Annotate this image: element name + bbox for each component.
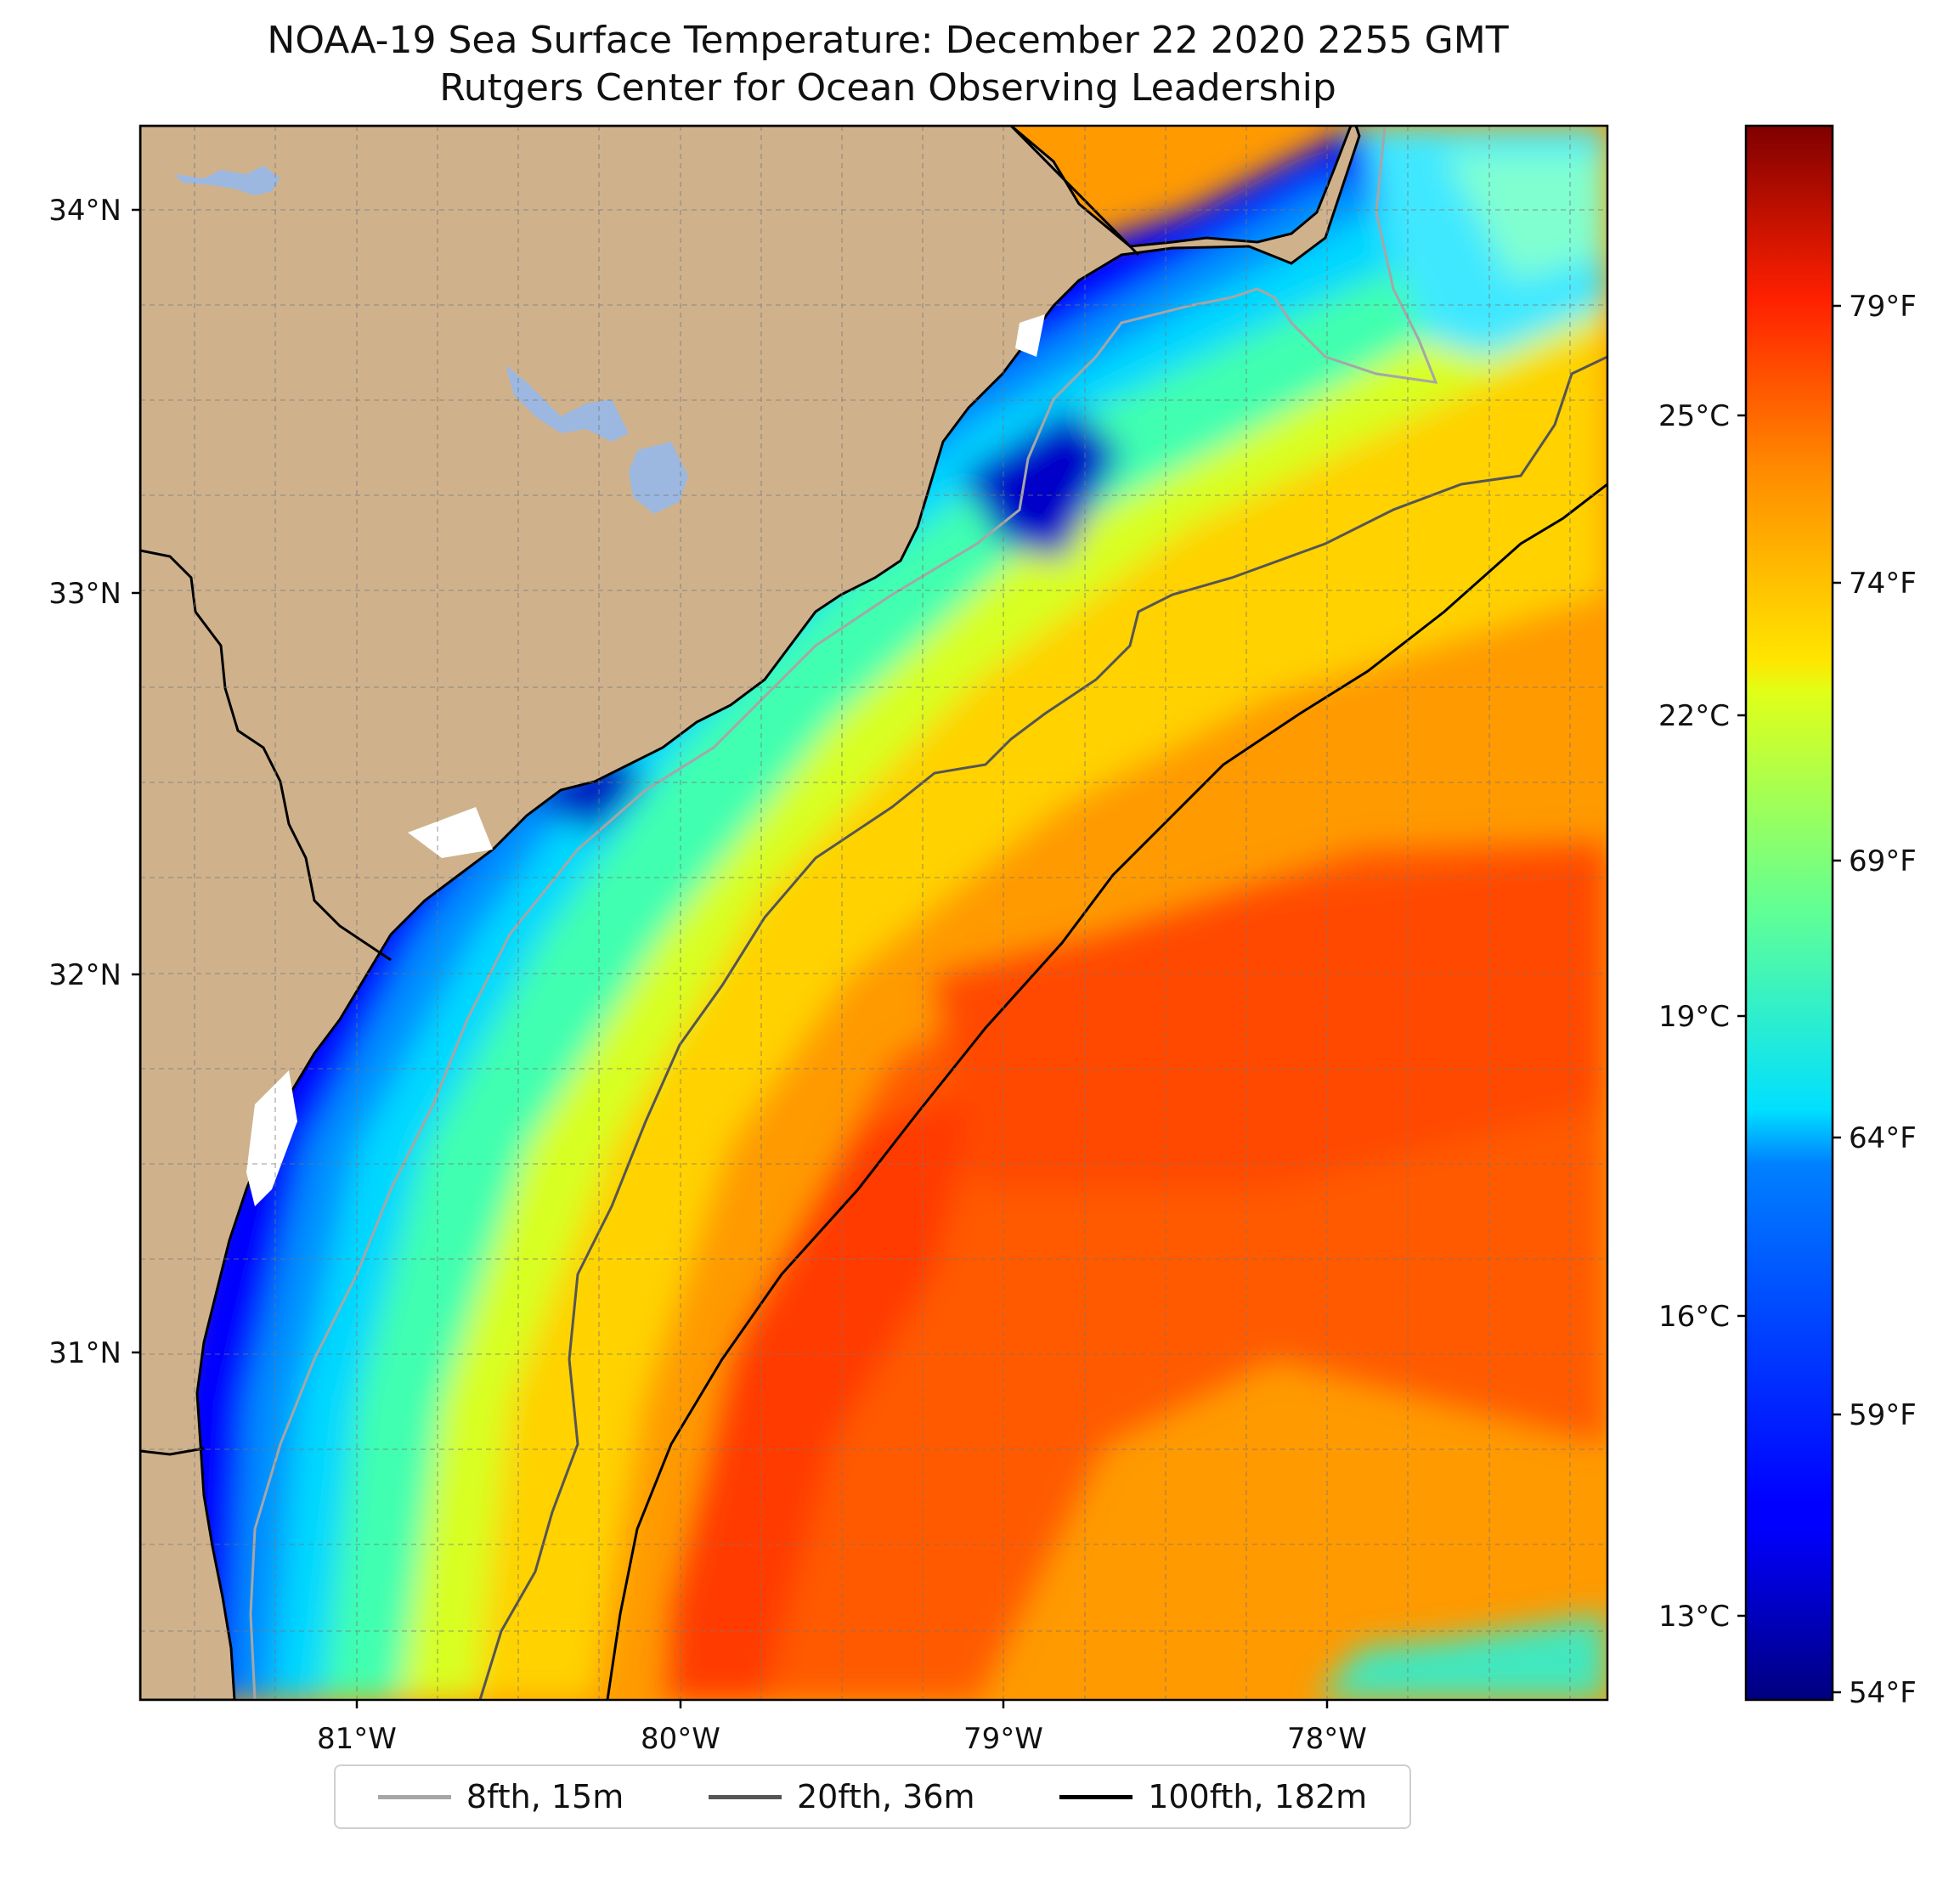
contour-8fth <box>249 126 1438 1700</box>
lon-label-80: 80°W <box>641 1722 720 1756</box>
cbar-c-19: 19°C <box>1658 1000 1730 1034</box>
cbar-c-25: 25°C <box>1658 399 1730 433</box>
cbar-f-54: 54°F <box>1849 1676 1917 1710</box>
legend-label-20fth: 20fth, 36m <box>796 1778 975 1815</box>
legend-item-20fth: 20fth, 36m <box>708 1778 975 1815</box>
colorbar <box>1744 124 1834 1702</box>
graticule <box>140 126 1607 1700</box>
contour-100fth <box>606 483 1607 1700</box>
lat-label-34: 34°N <box>48 194 121 228</box>
lat-label-33: 33°N <box>48 577 121 611</box>
lon-label-79: 79°W <box>963 1722 1043 1756</box>
lat-label-31: 31°N <box>48 1336 121 1370</box>
cbar-f-69: 69°F <box>1849 844 1917 878</box>
lat-label-32: 32°N <box>48 958 121 992</box>
land <box>140 126 1361 1700</box>
cbar-f-59: 59°F <box>1849 1398 1917 1432</box>
contour-20fth <box>478 355 1607 1700</box>
legend-item-100fth: 100fth, 182m <box>1059 1778 1367 1815</box>
figure-subtitle: Rutgers Center for Ocean Observing Leade… <box>439 66 1336 110</box>
cbar-c-13: 13°C <box>1658 1600 1730 1634</box>
lake-moultrie <box>629 442 688 514</box>
lon-label-81: 81°W <box>317 1722 397 1756</box>
cbar-f-79: 79°F <box>1849 290 1917 324</box>
lon-label-78: 78°W <box>1287 1722 1367 1756</box>
lake-marion <box>506 365 629 442</box>
legend-swatch-100fth <box>1059 1794 1133 1799</box>
cbar-c-22: 22°C <box>1658 699 1730 733</box>
cbar-f-74: 74°F <box>1849 567 1917 601</box>
legend-swatch-8fth <box>377 1794 451 1799</box>
cbar-c-16: 16°C <box>1658 1300 1730 1334</box>
cbar-f-64: 64°F <box>1849 1121 1917 1155</box>
figure-title: NOAA-19 Sea Surface Temperature: Decembe… <box>267 19 1509 62</box>
legend-swatch-20fth <box>708 1794 782 1799</box>
legend-item-8fth: 8fth, 15m <box>377 1778 624 1815</box>
legend: 8fth, 15m 20fth, 36m 100fth, 182m <box>334 1764 1411 1829</box>
legend-label-8fth: 8fth, 15m <box>466 1778 624 1815</box>
lake-north <box>174 166 280 195</box>
map-frame <box>138 124 1609 1702</box>
legend-label-100fth: 100fth, 182m <box>1148 1778 1368 1815</box>
